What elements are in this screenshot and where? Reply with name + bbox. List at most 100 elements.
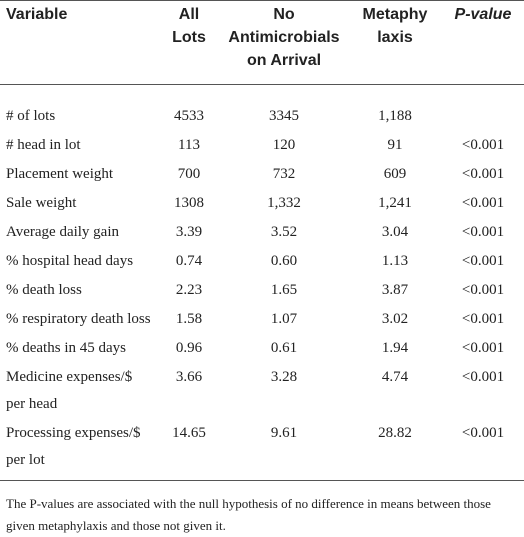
value-cell: 3.52 bbox=[220, 218, 348, 247]
value-cell: 3.66 bbox=[158, 363, 220, 419]
value-cell: 1,241 bbox=[348, 189, 442, 218]
cell-text: 113 bbox=[178, 137, 200, 153]
value-cell: 1308 bbox=[158, 189, 220, 218]
cell-text: 3.04 bbox=[381, 224, 409, 240]
cell-text: 0.60 bbox=[270, 253, 298, 269]
value-cell: 4533 bbox=[158, 85, 220, 132]
variable-text: Processing expenses/$ bbox=[6, 425, 141, 441]
value-cell: 28.82 bbox=[348, 419, 442, 481]
cell-text: <0.001 bbox=[461, 369, 505, 385]
cell-text: 28.82 bbox=[378, 425, 412, 441]
cell-text: 3345 bbox=[269, 108, 299, 124]
table-row: % death loss 2.23 1.65 3.87 <0.001 bbox=[0, 276, 524, 305]
variable-cell: # of lots bbox=[0, 85, 158, 132]
cell-text: 1,332 bbox=[267, 195, 301, 211]
header-cell: Variable bbox=[0, 1, 158, 85]
cell-text: 3.39 bbox=[175, 224, 203, 240]
cell-text: 91 bbox=[387, 137, 403, 153]
value-cell: <0.001 bbox=[442, 276, 524, 305]
cell-text: 14.65 bbox=[172, 425, 206, 441]
value-cell: 1,188 bbox=[348, 85, 442, 132]
table-row: % respiratory death loss 1.58 1.07 3.02 <0.0… bbox=[0, 305, 524, 334]
value-cell: 14.65 bbox=[158, 419, 220, 481]
variable-cell: Processing expenses/$ per lot bbox=[0, 419, 158, 481]
data-table: Variable All Lots No Antimicrobials on Arriva… bbox=[0, 0, 524, 481]
cell-text: 732 bbox=[272, 166, 296, 182]
value-cell: 1.07 bbox=[220, 305, 348, 334]
cell-text: 1.13 bbox=[381, 253, 409, 269]
header-text: No bbox=[273, 6, 295, 23]
header-text: on Arrival bbox=[246, 52, 322, 69]
cell-text: 3.28 bbox=[270, 369, 298, 385]
value-cell: 3.04 bbox=[348, 218, 442, 247]
value-cell: 1.65 bbox=[220, 276, 348, 305]
table-row: Processing expenses/$ per lot 14.65 9.61 28.… bbox=[0, 419, 524, 481]
table-row: % deaths in 45 days 0.96 0.61 1.94 <0.001 bbox=[0, 334, 524, 363]
variable-text: % hospital head days bbox=[6, 253, 134, 269]
cell-text: 4.74 bbox=[381, 369, 409, 385]
cell-text: <0.001 bbox=[461, 224, 505, 240]
cell-text: 1.07 bbox=[270, 311, 298, 327]
variable-cell: Sale weight bbox=[0, 189, 158, 218]
variable-text: Medicine expenses/$ bbox=[6, 369, 133, 385]
variable-cell: % deaths in 45 days bbox=[0, 334, 158, 363]
variable-cell: % death loss bbox=[0, 276, 158, 305]
value-cell: <0.001 bbox=[442, 419, 524, 481]
table-row: % hospital head days 0.74 0.60 1.13 <0.001 bbox=[0, 247, 524, 276]
value-cell: 113 bbox=[158, 131, 220, 160]
variable-cell: % respiratory death loss bbox=[0, 305, 158, 334]
variable-text: Average daily gain bbox=[6, 224, 120, 240]
variable-text: per head bbox=[6, 396, 58, 412]
variable-text: % deaths in 45 days bbox=[6, 340, 126, 356]
value-cell: 3.28 bbox=[220, 363, 348, 419]
cell-text: 0.61 bbox=[270, 340, 298, 356]
table-row: Average daily gain 3.39 3.52 3.04 <0.001 bbox=[0, 218, 524, 247]
value-cell: 1.94 bbox=[348, 334, 442, 363]
cell-text: 2.23 bbox=[175, 282, 203, 298]
header-text: P-value bbox=[454, 6, 512, 23]
variable-cell: # head in lot bbox=[0, 131, 158, 160]
value-cell: 91 bbox=[348, 131, 442, 160]
cell-text: <0.001 bbox=[461, 195, 505, 211]
variable-text: # head in lot bbox=[6, 137, 81, 153]
cell-text: 1308 bbox=[174, 195, 204, 211]
value-cell: 3.02 bbox=[348, 305, 442, 334]
variable-cell: Placement weight bbox=[0, 160, 158, 189]
variable-text: % respiratory death loss bbox=[6, 311, 151, 327]
header-text: Antimicrobials bbox=[228, 29, 340, 46]
value-cell: <0.001 bbox=[442, 334, 524, 363]
value-cell: 700 bbox=[158, 160, 220, 189]
cell-text: <0.001 bbox=[461, 311, 505, 327]
table-row: Medicine expenses/$ per head 3.66 3.28 4.74 <… bbox=[0, 363, 524, 419]
value-cell: 3.39 bbox=[158, 218, 220, 247]
value-cell: <0.001 bbox=[442, 305, 524, 334]
value-cell: 1,332 bbox=[220, 189, 348, 218]
table-row: Placement weight 700 732 609 <0.001 bbox=[0, 160, 524, 189]
value-cell: 732 bbox=[220, 160, 348, 189]
value-cell: 3345 bbox=[220, 85, 348, 132]
value-cell: 0.60 bbox=[220, 247, 348, 276]
cell-text: 1.65 bbox=[270, 282, 298, 298]
header-row: Variable All Lots No Antimicrobials on Arriva… bbox=[0, 0, 524, 85]
cell-text: <0.001 bbox=[461, 282, 505, 298]
table-row: Sale weight 1308 1,332 1,241 <0.001 bbox=[0, 189, 524, 218]
variable-text: % death loss bbox=[6, 282, 82, 298]
header-cell: Metaphy laxis bbox=[348, 1, 442, 85]
variable-text: # of lots bbox=[6, 108, 56, 124]
cell-text: 1,241 bbox=[378, 195, 412, 211]
header-text: laxis bbox=[377, 29, 413, 46]
value-cell: <0.001 bbox=[442, 131, 524, 160]
value-cell: <0.001 bbox=[442, 218, 524, 247]
variable-cell: Medicine expenses/$ per head bbox=[0, 363, 158, 419]
cell-text: 0.96 bbox=[175, 340, 203, 356]
variable-text: Placement weight bbox=[6, 166, 114, 182]
table-row: # head in lot 113 120 91 <0.001 bbox=[0, 131, 524, 160]
value-cell: 0.96 bbox=[158, 334, 220, 363]
cell-text: 609 bbox=[383, 166, 407, 182]
cell-text: 1.58 bbox=[175, 311, 203, 327]
cell-text: <0.001 bbox=[461, 137, 505, 153]
variable-cell: % hospital head days bbox=[0, 247, 158, 276]
value-cell: 0.61 bbox=[220, 334, 348, 363]
value-cell: 0.74 bbox=[158, 247, 220, 276]
cell-text: 1.94 bbox=[381, 340, 409, 356]
